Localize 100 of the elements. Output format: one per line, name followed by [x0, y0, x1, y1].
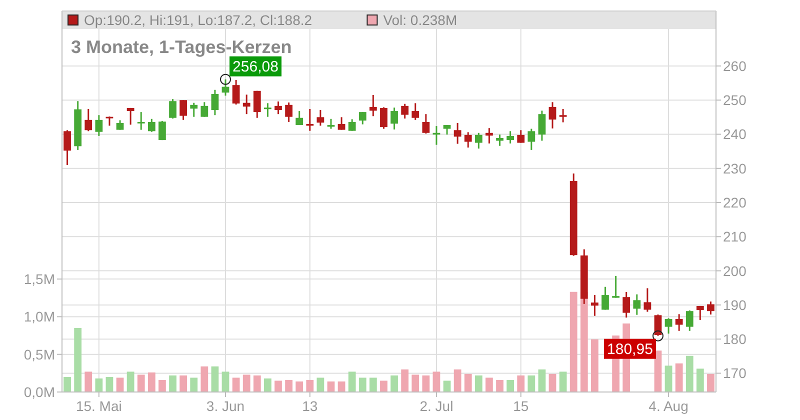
bar	[506, 380, 514, 392]
candlestick	[528, 128, 536, 151]
y2-tick-label: 0,5M	[24, 346, 55, 362]
bar	[180, 375, 187, 392]
bar	[432, 372, 440, 392]
candlestick	[137, 111, 145, 131]
text: 3 Monate, 1-Tages-Kerzen	[71, 37, 292, 57]
candlestick	[358, 111, 366, 126]
annotation: 256,08	[232, 58, 278, 76]
bar	[64, 376, 71, 392]
y-tick-label: 180	[723, 331, 747, 348]
bar	[380, 380, 388, 392]
bar	[285, 380, 292, 392]
candlestick	[675, 313, 683, 332]
candlestick	[496, 134, 504, 147]
bar	[548, 374, 556, 392]
bar	[570, 292, 578, 392]
bar	[686, 356, 694, 392]
bar	[654, 350, 662, 392]
bar	[137, 374, 145, 392]
x-tick-label: 15. Mai	[76, 398, 122, 414]
bar	[306, 380, 314, 392]
bar	[464, 374, 472, 392]
candlestick	[126, 107, 134, 126]
bar	[116, 378, 124, 392]
x-tick-label: 13	[302, 398, 318, 414]
candlestick	[296, 110, 304, 126]
bar	[148, 372, 156, 392]
bar	[474, 375, 482, 392]
y2-tick-label: 1,5M	[24, 271, 55, 288]
annotation: 180,95	[607, 340, 653, 358]
candlestick	[591, 294, 598, 317]
candlestick	[200, 101, 208, 118]
x-tick-label: 4. Aug	[648, 398, 688, 414]
candlestick	[622, 291, 630, 318]
bar	[106, 376, 114, 392]
bar	[707, 374, 714, 392]
bar	[675, 363, 683, 392]
bar	[348, 372, 356, 392]
bar	[496, 380, 504, 392]
bar	[74, 328, 82, 392]
y-tick-label: 240	[723, 126, 747, 142]
bar	[443, 380, 451, 392]
candlestick	[338, 116, 346, 131]
bar	[211, 366, 219, 392]
bar	[84, 372, 92, 392]
candlestick	[190, 102, 198, 118]
candlestick	[390, 106, 398, 130]
bar	[158, 380, 166, 392]
x-tick-label: 2. Jul	[420, 398, 454, 414]
candlestick	[116, 119, 124, 131]
candlestick	[106, 116, 114, 126]
bar	[274, 380, 282, 392]
candlestick	[84, 108, 92, 132]
bar	[296, 381, 304, 392]
bar	[327, 381, 335, 392]
candlestick	[95, 114, 103, 137]
bar	[232, 378, 240, 392]
bar	[401, 369, 409, 392]
candlestick	[664, 318, 672, 334]
candlestick	[316, 109, 324, 126]
bar	[390, 375, 398, 392]
candlestick	[517, 129, 525, 144]
bar	[190, 378, 198, 392]
candlestick	[559, 108, 567, 124]
candlestick	[180, 99, 187, 121]
candlestick	[422, 113, 430, 134]
candlestick	[696, 305, 704, 321]
y-tick-label: 170	[723, 365, 747, 382]
bar	[169, 375, 176, 392]
candlestick	[274, 100, 282, 115]
bar	[126, 372, 134, 392]
candlestick	[306, 108, 314, 132]
bar	[369, 378, 377, 392]
y-tick-label: 210	[723, 228, 747, 245]
candlestick	[633, 294, 641, 316]
candlestick	[707, 300, 714, 316]
bar	[559, 372, 567, 392]
bar	[664, 366, 672, 392]
candlestick	[232, 79, 240, 106]
candlestick	[474, 132, 482, 150]
bar	[591, 339, 598, 392]
bar	[253, 375, 261, 392]
candlestick	[158, 120, 166, 141]
bar	[538, 369, 546, 392]
bar	[316, 378, 324, 392]
bar	[200, 366, 208, 392]
bar	[242, 374, 250, 392]
x-tick-label: 15	[513, 398, 529, 414]
y-tick-label: 230	[723, 160, 747, 176]
y2-tick-label: 1,0M	[24, 308, 55, 325]
candlestick	[169, 98, 176, 120]
candlestick	[380, 106, 388, 130]
candlestick	[548, 101, 556, 130]
bar	[486, 378, 493, 392]
legend-label: Vol: 0.238M	[383, 12, 458, 28]
bar	[517, 375, 525, 392]
candlestick	[686, 310, 694, 332]
candlestick	[486, 127, 493, 144]
bar	[338, 381, 346, 392]
